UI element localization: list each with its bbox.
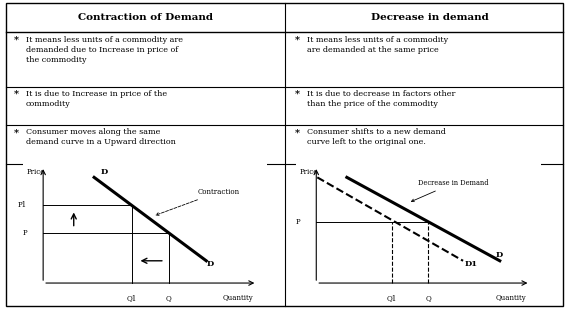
Text: *: * <box>295 36 300 44</box>
Text: Q: Q <box>166 294 172 302</box>
Text: Price: Price <box>300 168 318 176</box>
Text: Consumer moves along the same
demand curve in a Upward direction: Consumer moves along the same demand cur… <box>26 128 175 146</box>
Text: P1: P1 <box>18 201 27 209</box>
Text: D: D <box>100 168 108 176</box>
Text: Decrease in demand: Decrease in demand <box>371 13 488 22</box>
Text: Price: Price <box>27 168 45 176</box>
Text: It is due to Increase in price of the
commodity: It is due to Increase in price of the co… <box>26 90 167 108</box>
Text: D: D <box>206 260 213 268</box>
Text: It means less units of a commodity
are demanded at the same price: It means less units of a commodity are d… <box>307 36 448 54</box>
Text: *: * <box>295 128 300 137</box>
Text: P: P <box>295 218 300 226</box>
Text: Q1: Q1 <box>386 294 397 302</box>
Text: *: * <box>14 128 18 137</box>
Text: D: D <box>496 252 503 260</box>
Text: It is due to decrease in factors other
than the price of the commodity: It is due to decrease in factors other t… <box>307 90 456 108</box>
Text: Q1: Q1 <box>126 294 137 302</box>
Text: *: * <box>14 36 18 44</box>
Text: Contraction of Demand: Contraction of Demand <box>77 13 213 22</box>
Text: P: P <box>22 229 27 237</box>
Text: Consumer shifts to a new demand
curve left to the original one.: Consumer shifts to a new demand curve le… <box>307 128 446 146</box>
Text: Decrease in Demand: Decrease in Demand <box>411 179 489 202</box>
Text: D1: D1 <box>465 260 478 268</box>
Text: Quantity: Quantity <box>222 294 253 302</box>
Text: Quantity: Quantity <box>496 294 526 302</box>
Text: *: * <box>14 90 18 99</box>
Text: It means less units of a commodity are
demanded due to Increase in price of
the : It means less units of a commodity are d… <box>26 36 183 64</box>
Text: Contraction: Contraction <box>156 188 240 215</box>
Text: *: * <box>295 90 300 99</box>
Text: Q: Q <box>426 294 431 302</box>
